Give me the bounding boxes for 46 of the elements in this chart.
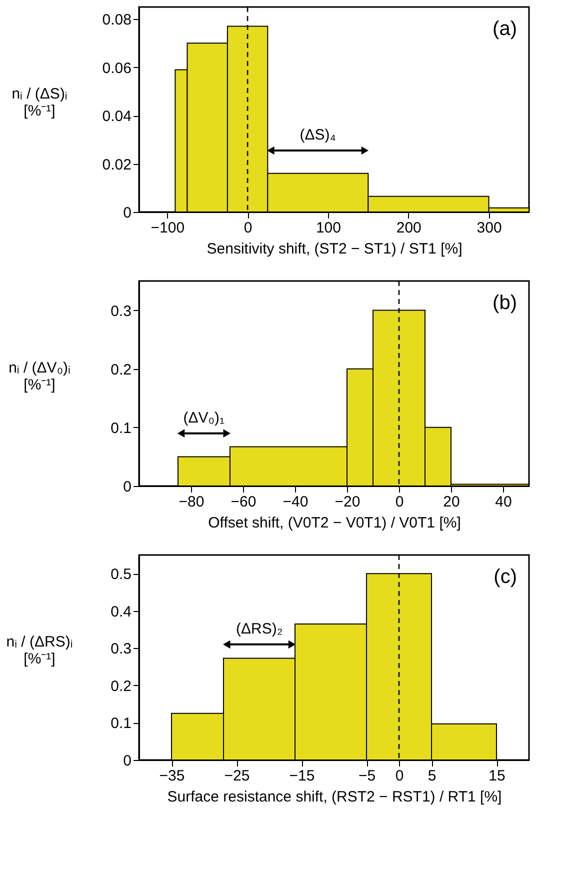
y-tick-label: 0.04 bbox=[102, 108, 132, 126]
y-tick-label: 0 bbox=[123, 752, 132, 770]
x-tick-label: −15 bbox=[289, 768, 315, 784]
y-tick-label: 0.1 bbox=[110, 420, 132, 437]
y-axis-title: nᵢ / (ΔV₀)ᵢ [%⁻¹] bbox=[8, 360, 70, 394]
y-axis-title: nᵢ / (ΔS)ᵢ [%⁻¹] bbox=[12, 86, 68, 120]
y-tick-label: 0.06 bbox=[102, 60, 132, 77]
annotation: (ΔS)₄ bbox=[300, 126, 336, 144]
x-tick-label: −80 bbox=[178, 494, 204, 510]
y-tick-label: 0.1 bbox=[110, 715, 132, 732]
x-axis-title: Sensitivity shift, (ST2 − ST1) / ST1 [%] bbox=[206, 240, 462, 258]
x-tick-label: 100 bbox=[316, 220, 341, 236]
y-tick-label: 0.02 bbox=[102, 156, 132, 174]
x-tick-label: 0 bbox=[395, 494, 404, 510]
x-tick-label: 0 bbox=[395, 768, 404, 784]
y-tick-label: 0.2 bbox=[110, 678, 132, 695]
y-axis-title: nᵢ / (ΔRS)ᵢ [%⁻¹] bbox=[6, 634, 73, 668]
x-tick-label: −60 bbox=[230, 494, 256, 510]
y-tick-label: 0.3 bbox=[110, 302, 132, 320]
x-tick-label: −5 bbox=[358, 768, 376, 784]
y-tick-label: 0.2 bbox=[110, 361, 132, 378]
x-tick-label: 0 bbox=[244, 220, 252, 236]
y-tick-label: 0.4 bbox=[110, 603, 132, 620]
annotation: (a) bbox=[492, 18, 517, 40]
x-tick-label: −40 bbox=[282, 494, 308, 510]
x-tick-label: 15 bbox=[488, 768, 506, 784]
y-tick-label: 0 bbox=[123, 204, 132, 222]
x-axis-title: Offset shift, (V0T2 − V0T1) / V0T1 [%] bbox=[208, 514, 461, 532]
x-tick-label: −35 bbox=[159, 768, 185, 784]
x-tick-label: 5 bbox=[428, 768, 436, 784]
x-tick-label: −100 bbox=[150, 220, 185, 236]
annotation: (b) bbox=[492, 292, 517, 314]
x-tick-label: 20 bbox=[443, 494, 460, 510]
x-tick-label: 40 bbox=[495, 494, 512, 510]
annotation: (c) bbox=[494, 566, 517, 588]
x-tick-label: −25 bbox=[224, 768, 250, 784]
y-tick-label: 0.08 bbox=[102, 12, 132, 29]
x-tick-label: 300 bbox=[476, 220, 502, 236]
y-tick-label: 0.3 bbox=[110, 640, 132, 658]
x-tick-label: 200 bbox=[396, 220, 422, 236]
y-tick-label: 0 bbox=[123, 478, 132, 496]
annotation: (ΔRS)₂ bbox=[236, 620, 283, 638]
x-axis-title: Surface resistance shift, (RST2 − RST1) / RT1 [%] bbox=[167, 788, 502, 806]
x-tick-label: −20 bbox=[334, 494, 360, 510]
y-tick-label: 0.5 bbox=[110, 566, 132, 584]
annotation: (ΔV₀)₁ bbox=[183, 409, 225, 426]
